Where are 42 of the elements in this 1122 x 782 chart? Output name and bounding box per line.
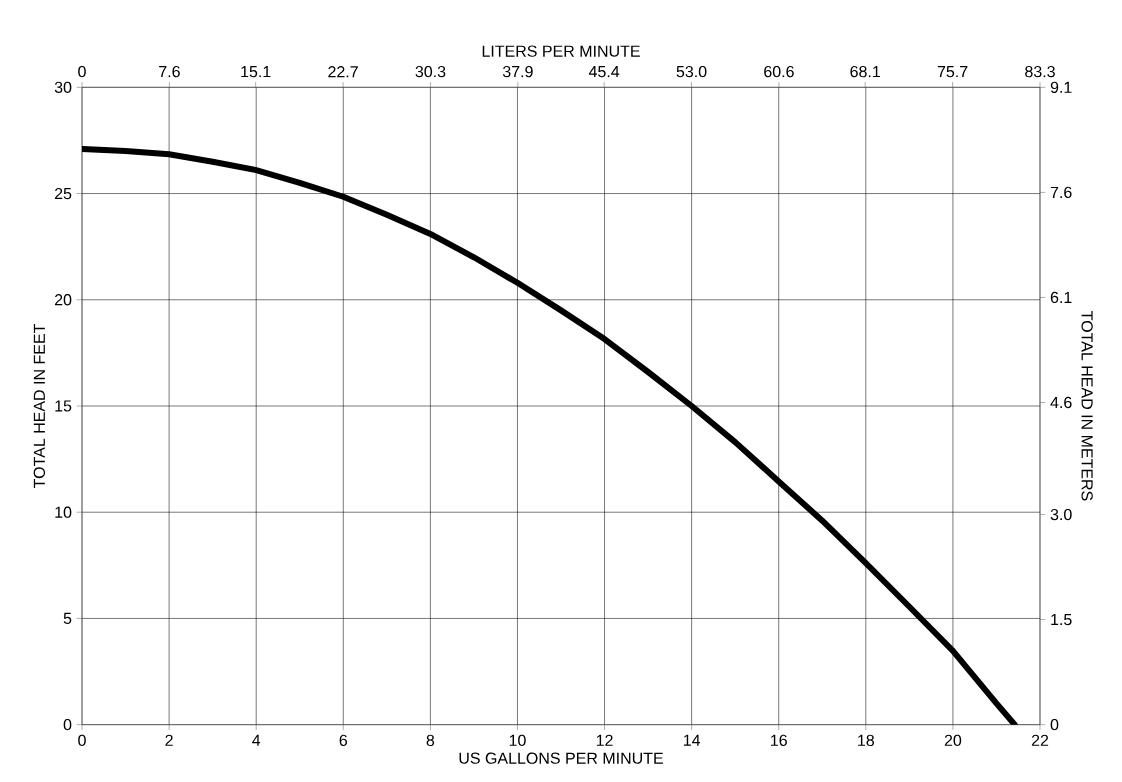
y2-tick-label: 9.1 (1050, 81, 1072, 93)
y-tick-label: 0 (63, 718, 72, 731)
y-axis-title: TOTAL HEAD IN FEET (33, 323, 45, 489)
x2-axis-title: LITERS PER MINUTE (482, 45, 640, 57)
y-tick-label: 10 (55, 506, 72, 518)
x-tick-label: 10 (509, 734, 526, 747)
x-tick-label: 4 (252, 734, 261, 746)
y2-axis-title: TOTAL HEAD IN METERS (1081, 311, 1093, 501)
y-tick-label: 30 (54, 81, 72, 93)
x2-tick-label: 15.1 (241, 66, 271, 78)
x2-tick-label: 68.1 (850, 65, 880, 78)
x2-tick-label: 37.9 (502, 65, 533, 78)
x2-tick-label: 75.7 (937, 66, 968, 78)
y2-tick-label: 4.6 (1050, 396, 1072, 409)
y2-tick-label: 0 (1050, 718, 1059, 731)
y-tick-label: 15 (55, 400, 72, 412)
x2-tick-label: 0 (78, 65, 86, 78)
y-tick-label: 20 (54, 294, 72, 306)
x2-tick-label: 53.0 (676, 65, 707, 78)
x2-tick-label: 45.4 (588, 66, 620, 78)
x-tick-label: 14 (683, 734, 701, 746)
x-tick-label: 16 (771, 734, 787, 747)
x-tick-label: 18 (858, 734, 875, 747)
x-axis-title: US GALLONS PER MINUTE (459, 752, 663, 764)
x-tick-label: 6 (339, 734, 348, 747)
x2-tick-label: 83.3 (1025, 65, 1055, 78)
y2-tick-label: 3.0 (1050, 508, 1072, 521)
y-tick-label: 5 (63, 612, 72, 624)
x2-tick-label: 30.3 (415, 65, 446, 78)
x-tick-label: 22 (1031, 734, 1049, 746)
x2-tick-label: 60.6 (764, 65, 794, 78)
x-tick-label: 20 (944, 734, 962, 747)
x-tick-label: 8 (426, 734, 435, 747)
x-tick-label: 12 (596, 734, 613, 746)
x-tick-label: 0 (78, 734, 86, 747)
y2-tick-label: 7.6 (1050, 186, 1072, 199)
x2-tick-label: 7.6 (159, 65, 180, 78)
x-tick-label: 2 (165, 734, 173, 746)
y2-tick-label: 1.5 (1051, 614, 1072, 626)
y-tick-label: 25 (54, 187, 72, 200)
x2-tick-label: 22.7 (328, 66, 358, 78)
y2-tick-label: 6.1 (1050, 291, 1072, 304)
